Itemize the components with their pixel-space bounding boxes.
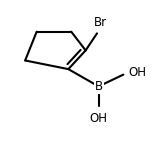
Text: OH: OH xyxy=(90,112,108,125)
Text: B: B xyxy=(95,80,103,93)
Text: OH: OH xyxy=(129,66,147,78)
Text: Br: Br xyxy=(93,16,107,29)
